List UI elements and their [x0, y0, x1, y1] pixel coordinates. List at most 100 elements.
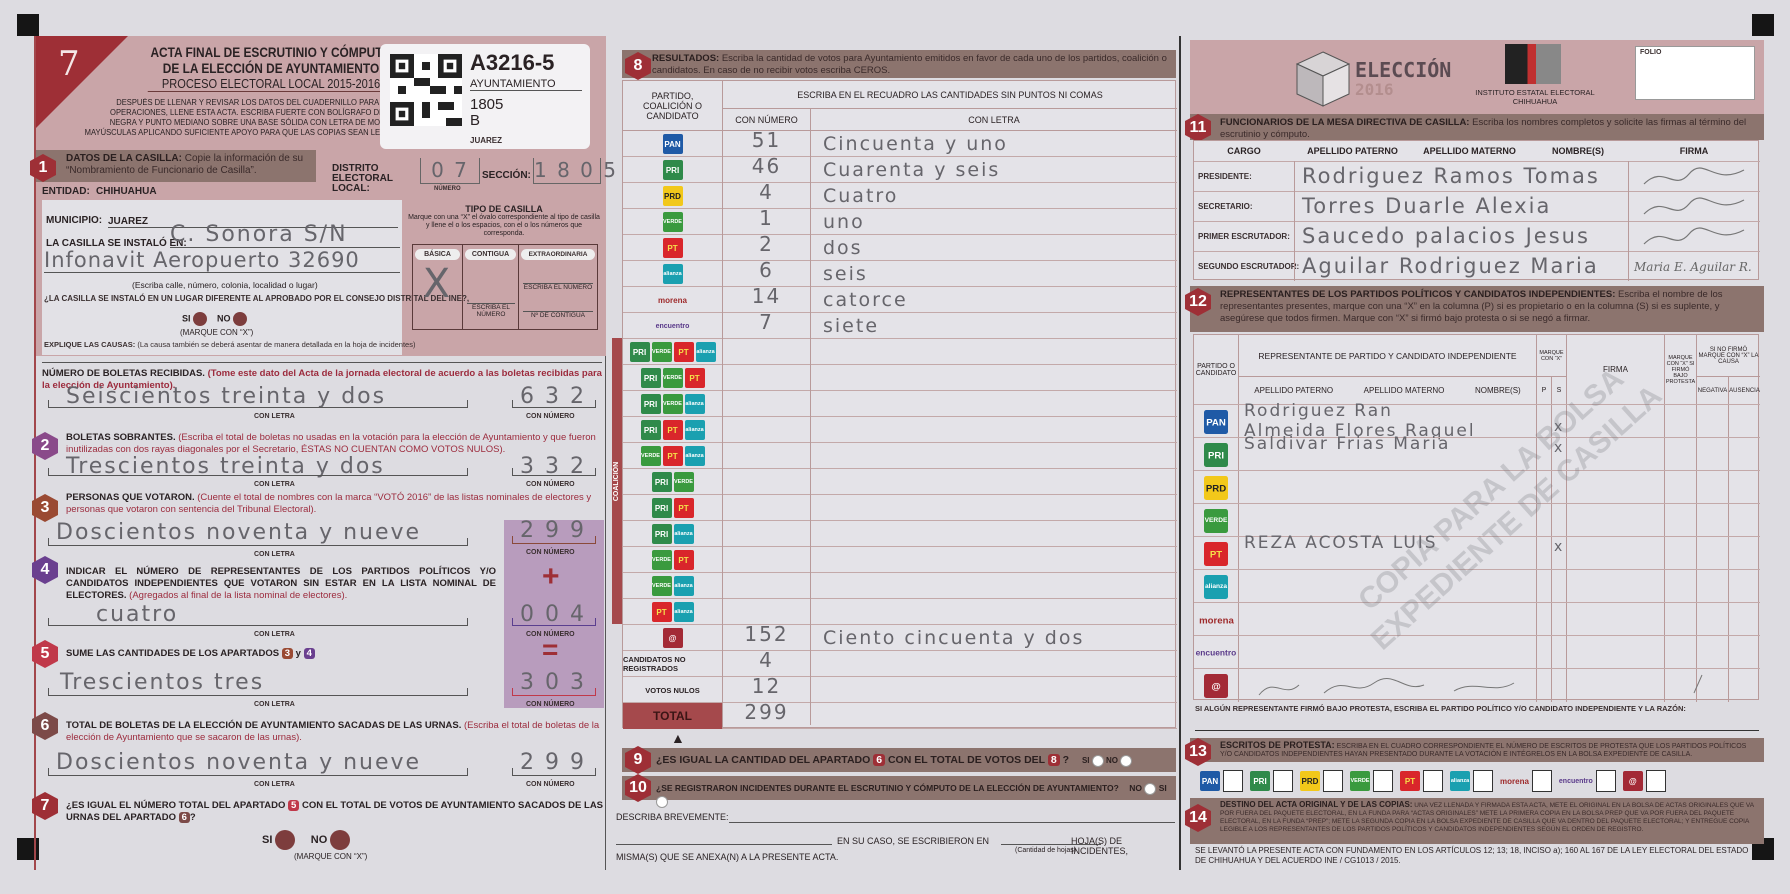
- party-logo-independiente: @: [1204, 673, 1228, 698]
- representante-row: PT REZA ACOSTA LUIS x: [1194, 533, 1760, 570]
- party-logo-pri: PRI: [1204, 442, 1228, 467]
- votes-letter[interactable]: dos: [823, 237, 863, 259]
- si-oval[interactable]: [193, 312, 208, 326]
- votes-number[interactable]: 7: [723, 309, 811, 335]
- protesta-reason-line[interactable]: [1195, 730, 1759, 731]
- party-logo-pri: PRI: [640, 420, 661, 440]
- votes-number[interactable]: [723, 595, 811, 621]
- representante-name[interactable]: Almeida Flores Raquel: [1244, 421, 1476, 441]
- protesta-count-box[interactable]: [1595, 770, 1616, 792]
- tipo-casilla-box: TIPO DE CASILLA Marque con una “X” el óv…: [402, 200, 606, 332]
- representante-name[interactable]: Rodriguez Ran: [1244, 401, 1393, 421]
- no-oval[interactable]: [1144, 782, 1157, 795]
- votes-number[interactable]: 2: [723, 231, 811, 257]
- representante-name[interactable]: REZA ACOSTA LUIS: [1244, 533, 1438, 553]
- suplente-mark[interactable]: x: [1554, 440, 1565, 456]
- votes-number[interactable]: [723, 465, 811, 491]
- describa-line[interactable]: [729, 822, 1175, 823]
- protesta-count-box[interactable]: [1373, 770, 1393, 792]
- describa-line[interactable]: [616, 844, 832, 845]
- votes-number[interactable]: [723, 491, 811, 517]
- votes-number[interactable]: 152: [723, 621, 811, 647]
- votes-number[interactable]: [723, 543, 811, 569]
- protesta-count-box[interactable]: [1223, 770, 1243, 792]
- coalicion-label: COALICIÓN: [612, 338, 622, 624]
- suma-letra[interactable]: Trescientos tres: [60, 670, 265, 695]
- votes-letter[interactable]: Cuatro: [823, 185, 899, 207]
- si-oval[interactable]: [275, 830, 296, 850]
- section-9-badge: 9: [625, 746, 651, 774]
- tipo-contigua[interactable]: CONTIGUA ESCRIBA EL NÚMERO: [463, 245, 519, 329]
- votes-number[interactable]: 12: [723, 673, 811, 699]
- protesta-count-box[interactable]: [1273, 770, 1293, 792]
- votes-letter[interactable]: Cincuenta y uno: [823, 133, 1008, 155]
- votes-letter[interactable]: uno: [823, 211, 865, 233]
- funcionario-name[interactable]: Saucedo palacios Jesus: [1302, 224, 1590, 248]
- no-oval[interactable]: [1120, 754, 1133, 767]
- signature[interactable]: [1634, 222, 1760, 252]
- votes-letter[interactable]: Cuarenta y seis: [823, 159, 1001, 181]
- protesta-count-box[interactable]: [1473, 770, 1493, 792]
- col-party-header: PARTIDO, COALICIÓN O CANDIDATO: [623, 81, 723, 131]
- votes-number[interactable]: 51: [723, 127, 811, 153]
- votes-number[interactable]: 4: [723, 647, 811, 673]
- signature[interactable]: Maria E. Aguilar R.: [1634, 260, 1752, 274]
- votes-number[interactable]: [723, 335, 811, 361]
- personas-votaron-numero[interactable]: 2 9 9: [520, 518, 586, 543]
- votes-number[interactable]: 6: [723, 257, 811, 283]
- signature[interactable]: [1634, 162, 1760, 192]
- protesta-count-box[interactable]: [1645, 770, 1666, 792]
- boletas-sobrantes-letra[interactable]: Trescientos treinta y dos: [66, 454, 385, 479]
- representantes-letra[interactable]: cuatro: [96, 602, 179, 627]
- personas-votaron-letra[interactable]: Doscientos noventa y nueve: [56, 520, 422, 545]
- suma-numero[interactable]: 3 0 3: [520, 670, 586, 695]
- votes-number[interactable]: [723, 361, 811, 387]
- party-logo-morena: morena: [1198, 614, 1234, 625]
- votes-number[interactable]: [723, 387, 811, 413]
- votes-number[interactable]: 46: [723, 153, 811, 179]
- tipo-basica[interactable]: BÁSICA X: [413, 245, 463, 329]
- votes-letter[interactable]: seis: [823, 263, 868, 285]
- suplente-mark[interactable]: x: [1554, 419, 1565, 435]
- funcionario-name[interactable]: Rodriguez Ramos Tomas: [1302, 164, 1600, 188]
- total-urnas-numero[interactable]: 2 9 9: [520, 750, 586, 775]
- representante-name[interactable]: Saldivar Frias Maria: [1244, 434, 1451, 454]
- no-oval[interactable]: [330, 830, 351, 850]
- votes-number[interactable]: [723, 517, 811, 543]
- votes-number[interactable]: 1: [723, 205, 811, 231]
- tipo-extraordinaria[interactable]: EXTRAORDINARIA ESCRIBA EL NÚMERO Nº DE C…: [519, 245, 597, 329]
- votes-number[interactable]: [723, 439, 811, 465]
- cargo-label: PRESIDENTE:: [1198, 172, 1252, 181]
- protesta-count-box[interactable]: [1323, 770, 1343, 792]
- protesta-count-box[interactable]: [1423, 770, 1443, 792]
- votes-number[interactable]: 299: [723, 699, 811, 725]
- no-oval[interactable]: [233, 312, 248, 326]
- address-line-2[interactable]: Infonavit Aeropuerto 32690: [44, 248, 400, 273]
- representantes-numero[interactable]: 0 0 4: [520, 602, 586, 627]
- hojas-field[interactable]: [1001, 844, 1101, 845]
- votes-letter[interactable]: siete: [823, 315, 880, 337]
- folio-box[interactable]: FOLIO: [1635, 46, 1755, 100]
- protesta-count-box[interactable]: [1531, 770, 1552, 792]
- address-line-1[interactable]: C. Sonora S/N: [170, 222, 400, 248]
- votes-letter[interactable]: catorce: [823, 289, 908, 311]
- boletas-recibidas-letra[interactable]: Seiscientos treinta y dos: [66, 384, 387, 409]
- result-row: VERDE PT alianza: [623, 439, 1177, 469]
- distrito-field[interactable]: 0 7: [420, 158, 480, 184]
- suplente-mark[interactable]: x: [1554, 539, 1565, 555]
- boletas-sobrantes-numero[interactable]: 3 3 2: [520, 454, 586, 479]
- votes-letter[interactable]: Ciento cincuenta y dos: [823, 627, 1085, 649]
- total-urnas-letra[interactable]: Doscientos noventa y nueve: [56, 750, 422, 775]
- party-logo-morena: morena: [658, 295, 687, 305]
- votes-number[interactable]: 14: [723, 283, 811, 309]
- votes-number[interactable]: [723, 569, 811, 595]
- si-oval[interactable]: [1091, 754, 1104, 767]
- funcionario-name[interactable]: Aguilar Rodriguez Maria: [1302, 254, 1599, 278]
- funcionario-name[interactable]: Torres Duarle Alexia: [1302, 194, 1552, 218]
- boletas-recibidas-numero[interactable]: 6 3 2: [520, 384, 586, 409]
- signature[interactable]: [1634, 192, 1760, 222]
- seccion-field[interactable]: 1 8 0 5: [533, 158, 618, 184]
- votes-number[interactable]: 4: [723, 179, 811, 205]
- votes-number[interactable]: [723, 413, 811, 439]
- si-oval[interactable]: [656, 795, 668, 808]
